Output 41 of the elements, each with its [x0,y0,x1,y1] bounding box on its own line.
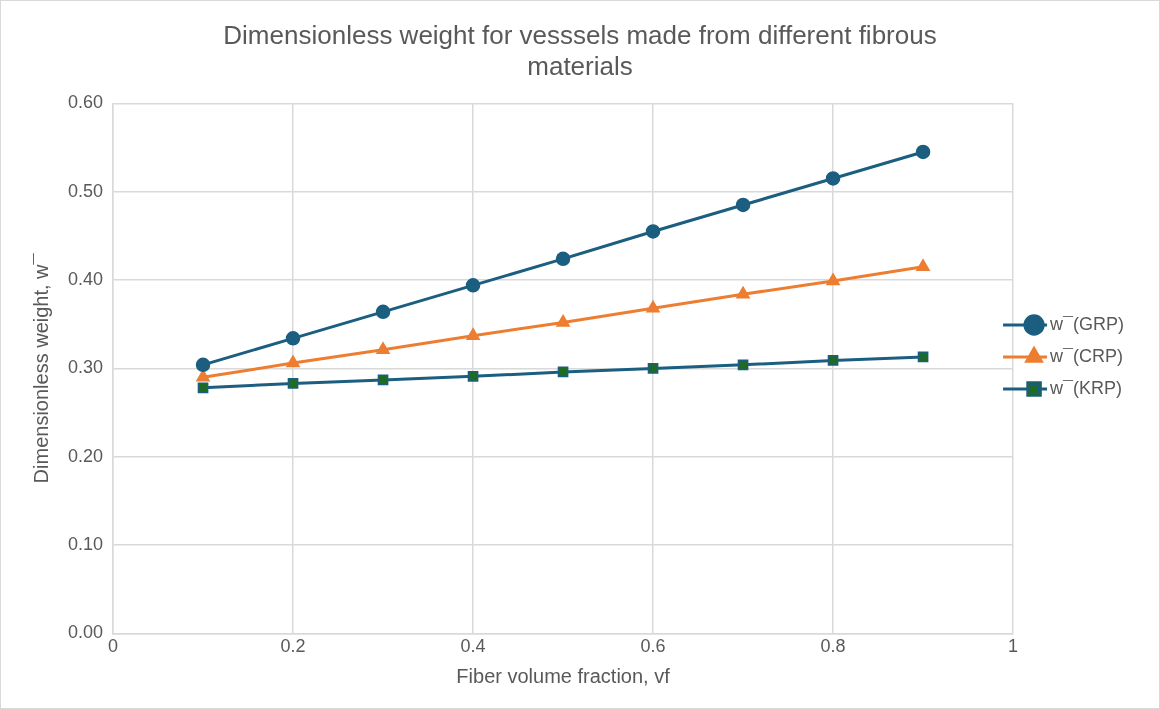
point [556,314,570,327]
x-tick-label: 0.2 [280,636,306,657]
point [287,378,299,389]
y-tick-label: 0.50 [67,180,104,201]
point [197,382,209,394]
y-tick-label: 0.20 [67,445,104,466]
point [467,371,479,382]
point [647,363,659,374]
y-axis-title: Dimensionless weight, w¯ [29,252,52,484]
point [735,197,751,213]
point [916,259,930,272]
y-tick-label: 0.60 [67,92,104,113]
point [645,224,661,239]
point [827,355,839,366]
y-tick-label: 0.00 [67,622,104,643]
point [646,300,660,313]
point [375,304,391,320]
point [555,251,571,267]
legend-label: w¯(KRP) [1049,377,1123,398]
point [826,273,840,286]
x-tick-label: 1 [1008,636,1019,657]
x-tick-label: 0.6 [640,636,666,657]
point [465,278,481,293]
y-tick-label: 0.10 [67,534,104,555]
chart-title: Dimensionless weight for vesssels made from different fibrous materials [223,19,937,81]
y-tick-label: 0.40 [67,269,104,290]
x-axis-title: Fiber volume fraction, vf [456,664,671,687]
x-tick-label: 0 [108,636,119,657]
legend-label: w¯(GRP) [1049,313,1124,334]
legend-label: w¯(CRP) [1049,345,1123,366]
point [915,144,931,160]
point [376,342,390,355]
y-tick-label: 0.30 [67,357,104,378]
x-tick-label: 0.8 [820,636,846,657]
x-tick-label: 0.4 [460,636,486,657]
point [825,171,841,186]
point [285,331,301,346]
point [736,286,750,299]
point [286,355,300,368]
point [466,327,480,340]
point [195,357,211,373]
